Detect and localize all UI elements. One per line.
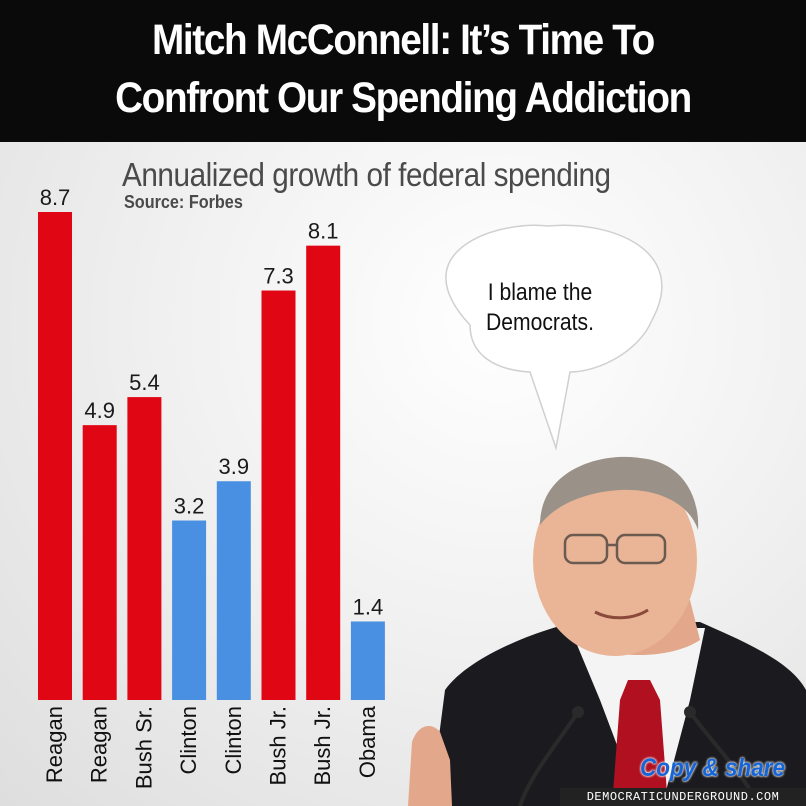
headline-line-2: Confront Our Spending Addiction	[115, 74, 692, 122]
bar-4	[172, 520, 207, 700]
category-label-5: Clinton	[221, 706, 246, 774]
bar-value-label-2: 4.9	[84, 398, 115, 423]
category-label-6: Bush Jr.	[266, 706, 291, 785]
bar-value-label-5: 3.9	[219, 454, 250, 479]
speech-line-2: Democrats.	[486, 309, 594, 336]
bar-value-label-6: 7.3	[263, 264, 294, 289]
speech-bubble-text: I blame the Democrats.	[452, 278, 628, 338]
speech-line-1: I blame the	[487, 279, 593, 306]
category-label-7: Bush Jr.	[310, 706, 335, 785]
bar-2	[82, 425, 117, 700]
watermark: DEMOCRATICUNDERGROUND.COM	[560, 788, 806, 806]
bar-5	[216, 481, 251, 700]
bar-1	[38, 212, 72, 700]
headline-line-1: Mitch McConnell: It’s Time To	[152, 16, 655, 64]
category-label-1: Reagan	[42, 706, 67, 783]
bar-7	[306, 245, 341, 701]
category-label-8: Obama	[355, 705, 380, 778]
bar-6	[261, 290, 296, 700]
bar-3	[127, 397, 162, 700]
bar-8	[350, 621, 385, 700]
chart-title: Annualized growth of federal spending	[122, 156, 611, 193]
bar-value-label-7: 8.1	[308, 219, 339, 244]
bar-value-label-3: 5.4	[129, 370, 160, 395]
bar-value-label-1: 8.7	[40, 185, 71, 210]
bar-value-label-4: 3.2	[174, 494, 205, 519]
category-label-2: Reagan	[87, 706, 112, 783]
bar-value-label-8: 1.4	[353, 594, 384, 619]
category-label-4: Clinton	[176, 706, 201, 774]
headline-banner: Mitch McConnell: It’s Time To Confront O…	[0, 0, 806, 142]
category-label-3: Bush Sr.	[131, 706, 156, 789]
chart-source: Source: Forbes	[124, 192, 243, 212]
copy-share-label: Copy & share	[640, 754, 786, 782]
